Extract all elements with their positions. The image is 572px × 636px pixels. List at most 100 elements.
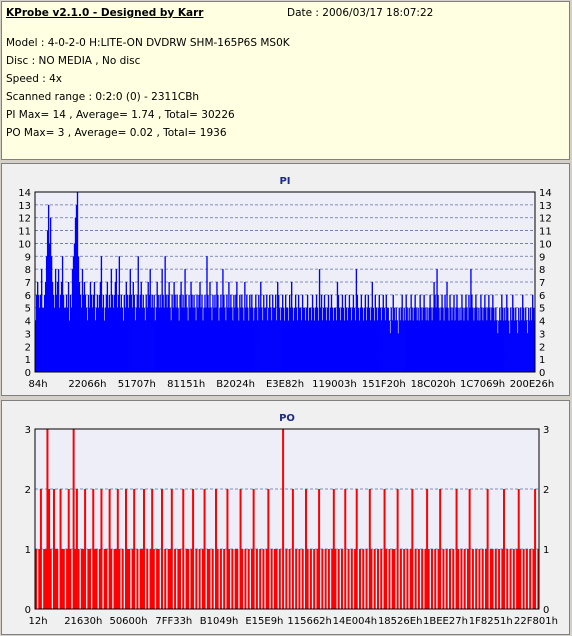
pi-bar — [420, 307, 422, 372]
pi-bar — [328, 320, 331, 372]
pi-bar — [252, 307, 254, 372]
po-bar — [128, 549, 131, 609]
po-bar — [156, 549, 159, 609]
pi-bar — [333, 307, 336, 372]
pi-bar — [520, 307, 522, 372]
pi-bar — [120, 294, 123, 372]
pi-bar — [300, 320, 303, 372]
po-bar — [449, 549, 451, 609]
po-ytick-right: 0 — [543, 605, 549, 616]
po-bar — [211, 549, 214, 609]
po-bar — [406, 549, 409, 609]
pi-bar — [101, 307, 104, 372]
pi-bar — [373, 320, 375, 372]
pi-bar — [213, 307, 215, 372]
pi-bar — [506, 294, 508, 372]
po-bar — [179, 549, 181, 609]
po-bar — [174, 549, 177, 609]
pi-bar — [361, 307, 364, 372]
po-bar — [301, 549, 304, 609]
pi-bar — [295, 307, 298, 372]
pi-bar — [114, 282, 117, 372]
pi-bar — [345, 307, 348, 372]
po-bar — [133, 489, 136, 609]
pi-bar — [437, 294, 439, 372]
pi-bar — [112, 307, 115, 372]
pi-bar — [522, 294, 524, 372]
pi-bar — [310, 320, 313, 372]
pi-bar — [422, 307, 424, 372]
po-bar — [54, 549, 57, 609]
pi-xtick: 84h — [28, 379, 47, 390]
pi-bar — [185, 294, 187, 372]
pi-bar — [351, 307, 354, 372]
po-bar — [208, 549, 211, 609]
po-bar — [494, 549, 497, 609]
pi-bar — [458, 320, 460, 372]
po-bar — [424, 549, 427, 609]
pi-bar — [239, 294, 241, 372]
pi-ytick-right: 6 — [539, 291, 545, 302]
pi-bar — [512, 294, 514, 372]
po-bar — [427, 549, 430, 609]
pi-bar — [274, 307, 276, 372]
pi-bar — [450, 307, 452, 372]
po-bar — [324, 549, 327, 609]
po-xtick: 14E004h — [333, 616, 377, 627]
pi-bar — [339, 320, 342, 372]
pi-bar — [153, 294, 155, 372]
pi-bar — [168, 282, 170, 372]
pi-bar — [286, 307, 288, 372]
pi-bar — [224, 307, 226, 372]
pi-bar — [141, 307, 143, 372]
pi-bar — [272, 294, 274, 372]
po-bar — [72, 429, 75, 609]
pi-bar — [297, 294, 300, 372]
app-title: KProbe v2.1.0 - Designed by Karr — [6, 7, 204, 19]
pi-bar — [157, 294, 159, 372]
pi-bar — [265, 307, 267, 372]
pi-bar — [133, 294, 135, 372]
pi-bar — [39, 294, 42, 372]
po-bar — [185, 549, 188, 609]
pi-bar — [234, 307, 236, 372]
pi-bar — [166, 307, 168, 372]
pi-bar — [245, 307, 247, 372]
po-xtick: E15E9h — [245, 616, 283, 627]
pi-bar — [189, 307, 191, 372]
pi-bar — [215, 307, 217, 372]
pi-bar — [461, 294, 463, 372]
pi-bar — [291, 307, 294, 372]
po-bar — [383, 489, 386, 609]
pi-bar — [161, 269, 163, 372]
pi-bar — [188, 294, 190, 372]
pi-bar — [320, 294, 323, 372]
pi-bar — [377, 307, 379, 372]
pi-bar — [325, 320, 328, 372]
po-bar — [35, 549, 37, 609]
pi-bar — [374, 294, 376, 372]
po-bar — [100, 489, 103, 609]
po-bar — [187, 549, 190, 609]
pi-bar — [487, 307, 489, 372]
po-bar — [334, 549, 337, 609]
pi-bar — [485, 307, 487, 372]
pi-bar — [313, 320, 316, 372]
po-bar — [463, 549, 466, 609]
pi-bar — [507, 307, 509, 372]
pi-ytick-right: 5 — [539, 304, 545, 315]
pi-bar — [243, 320, 245, 372]
pi-bar — [72, 256, 75, 372]
po-bar — [228, 549, 231, 609]
pi-bar — [492, 294, 494, 372]
pi-bar — [469, 307, 471, 372]
pi-bar — [110, 269, 113, 372]
pi-bar — [45, 256, 48, 372]
pi-bar — [107, 307, 110, 372]
pi-bar — [227, 307, 229, 372]
pi-bar — [530, 307, 532, 372]
pi-bar — [401, 294, 403, 372]
po-ytick-left: 2 — [25, 485, 31, 496]
pi-bar — [481, 307, 483, 372]
po-bar — [403, 549, 406, 609]
